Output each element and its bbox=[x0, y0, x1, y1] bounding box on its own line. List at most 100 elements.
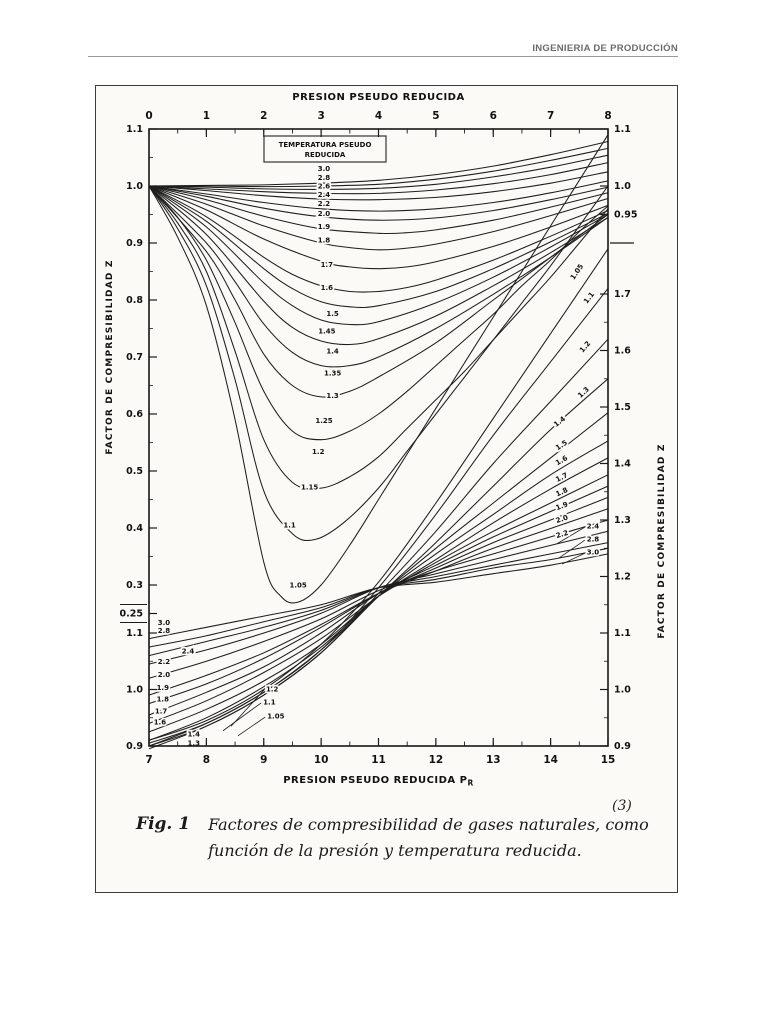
lower-curve-label-left-2.0: 2.0 bbox=[158, 671, 171, 679]
curve-upper-tpr-1.8 bbox=[148, 185, 609, 235]
tick-label-top: 4 bbox=[375, 110, 382, 122]
tick-label-right: 1.0 bbox=[614, 685, 631, 696]
curve-upper-tpr-1.5 bbox=[148, 185, 609, 293]
lower-curve-label-right-1.3: 1.3 bbox=[576, 385, 591, 399]
curve-upper-tpr-1.3 bbox=[148, 185, 609, 368]
tick-label-left: 1.0 bbox=[126, 685, 143, 696]
right-axis-title: FACTOR DE COMPRESIBILIDAD Z bbox=[657, 443, 667, 638]
leader-line-2.4 bbox=[556, 526, 585, 545]
curve-lower-tpr-2.2 bbox=[148, 519, 609, 679]
tick-label-left: 0.7 bbox=[126, 352, 143, 363]
tick-label-left: 0.25 bbox=[120, 609, 143, 620]
bottom-axis-title: PRESION PSEUDO REDUCIDA PR bbox=[283, 775, 474, 788]
tick-label-bottom: 9 bbox=[260, 754, 267, 766]
lower-curve-label-right-2.2: 2.2 bbox=[555, 529, 569, 540]
upper-curve-label-2.2: 2.2 bbox=[318, 200, 331, 208]
lower-curve-label-right-1.5: 1.5 bbox=[554, 439, 569, 453]
tick-label-right: 1.1 bbox=[614, 124, 631, 135]
pointer-label-2.8: 2.8 bbox=[587, 536, 600, 544]
curve-lower-tpr-1.1 bbox=[148, 288, 609, 744]
curve-upper-tpr-1.7 bbox=[148, 185, 609, 251]
tick-label-right: 1.4 bbox=[614, 459, 631, 470]
tick-label-bottom: 15 bbox=[601, 754, 616, 766]
leader-line-2.8 bbox=[559, 539, 585, 559]
tick-label-bottom: 14 bbox=[543, 754, 558, 766]
upper-curve-label-1.05: 1.05 bbox=[290, 581, 307, 589]
tick-label-right: 1.3 bbox=[614, 515, 631, 526]
curve-lower-tpr-2.8 bbox=[148, 547, 609, 648]
curve-upper-tpr-1.15 bbox=[148, 185, 609, 490]
upper-curve-label-2.6: 2.6 bbox=[318, 182, 331, 190]
tick-label-top: 3 bbox=[317, 110, 324, 122]
pointer-label-3.0: 3.0 bbox=[587, 549, 600, 557]
curve-upper-tpr-1.1 bbox=[148, 185, 609, 542]
upper-curve-label-1.1: 1.1 bbox=[283, 521, 296, 529]
lower-curve-label-left-1.4: 1.4 bbox=[188, 730, 201, 738]
curve-upper-tpr-2.4 bbox=[148, 162, 609, 195]
tick-label-top: 7 bbox=[547, 110, 554, 122]
curve-upper-tpr-2.0 bbox=[148, 180, 609, 212]
lower-curve-label-left-1.7: 1.7 bbox=[155, 707, 168, 715]
leader-line-3.0 bbox=[561, 552, 585, 565]
page-header: INGENIERIA DE PRODUCCIÓN bbox=[532, 43, 678, 54]
tick-label-right: 1.1 bbox=[614, 628, 631, 639]
upper-curve-label-2.0: 2.0 bbox=[318, 210, 331, 218]
upper-curve-label-1.8: 1.8 bbox=[318, 236, 331, 244]
tick-label-left: 0.8 bbox=[126, 295, 143, 306]
curve-lower-tpr-1.2 bbox=[148, 338, 609, 747]
curve-lower-tpr-2.0 bbox=[148, 508, 609, 696]
curve-lower-tpr-1.7 bbox=[148, 474, 609, 724]
legend-box bbox=[263, 135, 387, 163]
tick-label-top: 5 bbox=[432, 110, 439, 122]
figure-caption: Fig. 1 Factores de compresibilidad de ga… bbox=[136, 812, 663, 863]
tick-label-left: 1.0 bbox=[126, 181, 143, 192]
lower-curve-label-left-2.4: 2.4 bbox=[182, 647, 195, 655]
lower-curve-label-left-1.3: 1.3 bbox=[188, 739, 201, 747]
legend-line2: REDUCIDA bbox=[305, 151, 346, 159]
figure-caption-text: Factores de compresibilidad de gases nat… bbox=[208, 812, 649, 863]
tick-label-right: 1.6 bbox=[614, 346, 631, 357]
tick-label-right: 1.0 bbox=[614, 181, 631, 192]
figure-box: 1.2 1.1 1.05 2.4 2.8 3.0 3.0 2.8 2.6 2.4 2.2 2.0 1.9… bbox=[95, 85, 678, 893]
upper-curve-label-1.25: 1.25 bbox=[315, 417, 332, 425]
tick-label-top: 1 bbox=[203, 110, 210, 122]
curve-lower-tpr-1.3 bbox=[148, 378, 609, 750]
lower-curve-label-left-1.6: 1.6 bbox=[154, 719, 167, 727]
figure-label: Fig. 1 bbox=[136, 814, 191, 834]
upper-curve-label-2.4: 2.4 bbox=[318, 191, 331, 199]
pointer-label-2.4: 2.4 bbox=[587, 523, 600, 531]
tick-label-left: 1.1 bbox=[126, 628, 143, 639]
header-divider bbox=[88, 56, 678, 57]
tick-label-bottom: 8 bbox=[203, 754, 210, 766]
curve-upper-tpr-2.8 bbox=[148, 147, 609, 188]
curve-upper-tpr-3.0 bbox=[148, 140, 609, 187]
upper-curve-label-1.3: 1.3 bbox=[326, 392, 339, 400]
curve-lower-tpr-2.6 bbox=[148, 542, 609, 657]
z-factor-chart: 1.21.11.052.42.83.03.02.82.62.42.22.01.9… bbox=[105, 92, 667, 788]
tick-label-right: 0.9 bbox=[614, 741, 631, 752]
upper-curve-label-1.45: 1.45 bbox=[318, 328, 335, 336]
upper-curve-label-1.4: 1.4 bbox=[326, 348, 339, 356]
tick-label-left: 0.5 bbox=[126, 466, 143, 477]
curve-upper-tpr-1.6 bbox=[148, 185, 609, 270]
upper-curve-label-3.0: 3.0 bbox=[318, 165, 331, 173]
curve-upper-tpr-1.45 bbox=[148, 185, 609, 309]
curve-lower-tpr-1.9 bbox=[148, 496, 609, 705]
tick-label-left: 0.9 bbox=[126, 741, 143, 752]
upper-curve-label-2.8: 2.8 bbox=[318, 174, 331, 182]
curve-upper-tpr-1.9 bbox=[148, 185, 609, 221]
curve-upper-tpr-1.2 bbox=[148, 185, 609, 441]
legend-line1: TEMPERATURA PSEUDO bbox=[279, 141, 372, 149]
curve-upper-tpr-2.6 bbox=[148, 154, 609, 190]
tick-label-left: 0.4 bbox=[126, 523, 143, 534]
tick-label-top: 0 bbox=[145, 110, 152, 122]
upper-curve-label-1.2: 1.2 bbox=[312, 448, 325, 456]
pointer-label-1.1: 1.1 bbox=[263, 698, 276, 706]
top-axis-title: PRESION PSEUDO REDUCIDA bbox=[292, 92, 464, 103]
tick-label-bottom: 7 bbox=[145, 754, 152, 766]
lower-curve-label-right-1.05: 1.05 bbox=[569, 263, 585, 282]
pointer-label-1.05: 1.05 bbox=[267, 713, 284, 721]
upper-curve-label-1.35: 1.35 bbox=[324, 369, 341, 377]
curve-upper-tpr-2.2 bbox=[148, 171, 609, 201]
